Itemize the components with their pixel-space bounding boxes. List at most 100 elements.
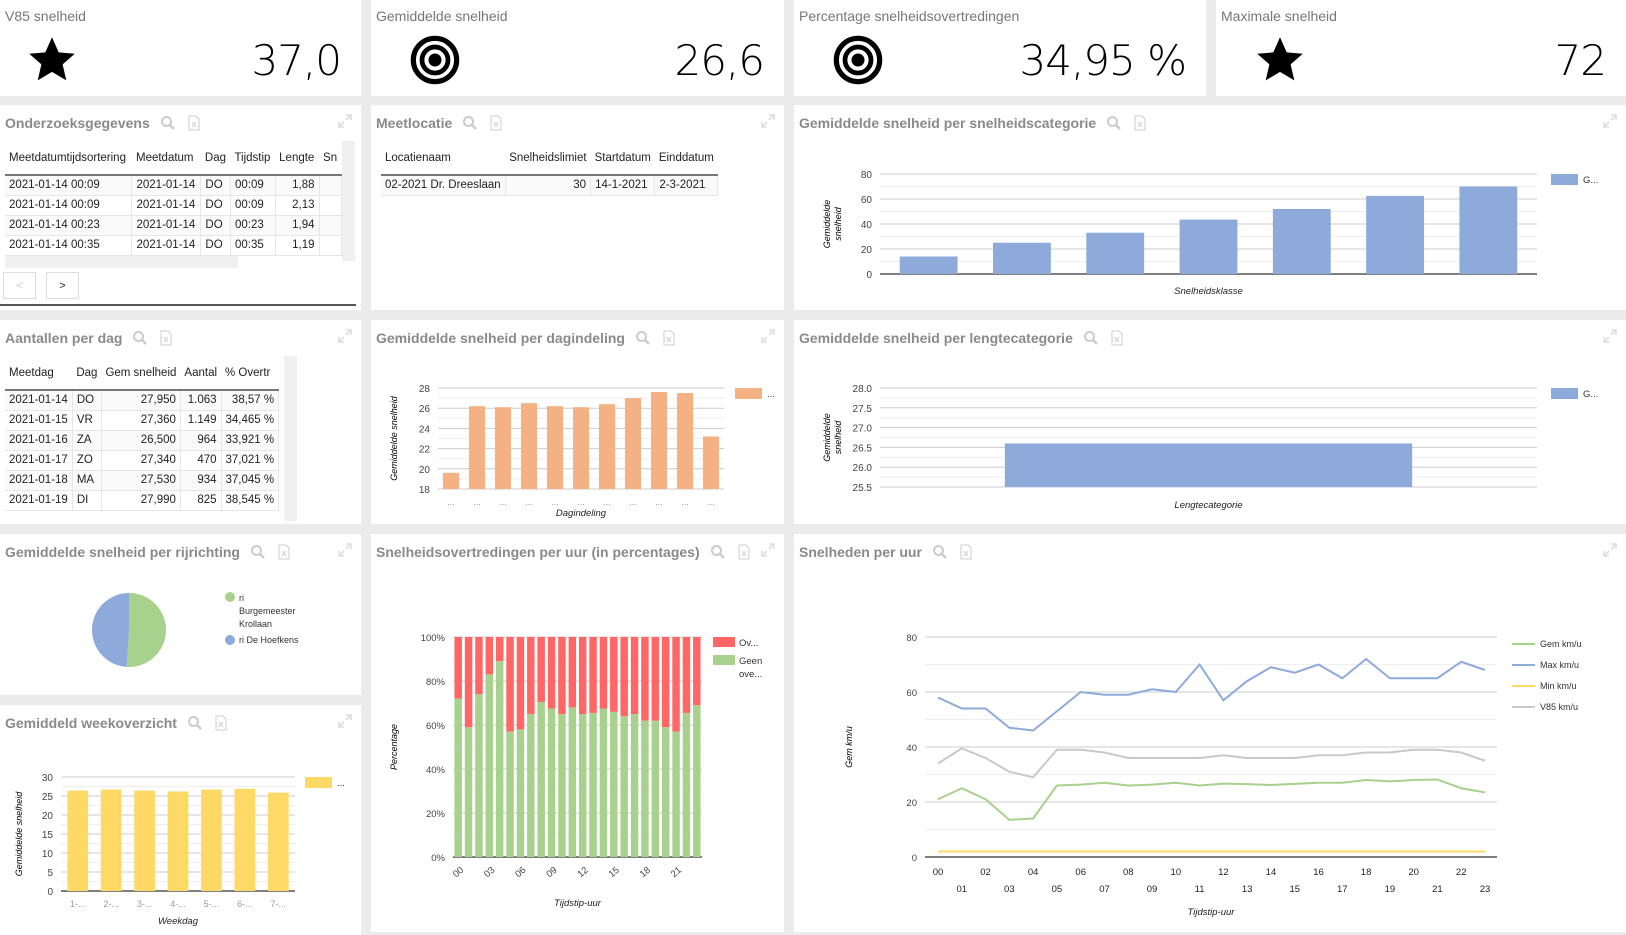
search-icon[interactable]: [635, 330, 651, 346]
column-header[interactable]: Lengte: [275, 141, 320, 176]
expand-icon[interactable]: [1602, 113, 1618, 129]
table-row[interactable]: 2021-01-14 00:09 2021-01-14 DO 00:09 2,13: [5, 195, 343, 216]
search-icon[interactable]: [160, 115, 176, 131]
table-row[interactable]: 2021-01-14 00:23 2021-01-14 DO 00:23 1,94: [5, 215, 343, 236]
legend-label: Ov...: [739, 638, 758, 649]
bar: [494, 407, 512, 489]
excel-export-icon[interactable]: [158, 330, 174, 346]
stacked-bar-segment: [661, 637, 670, 728]
table-row[interactable]: 2021-01-14 DO 27,950 1.063 38,57 %: [5, 390, 280, 411]
x-tick-label: ...: [447, 497, 455, 507]
horizontal-scrollbar[interactable]: [5, 256, 238, 268]
panel-rijrichting: Gemiddelde snelheid per rijrichting: [0, 534, 361, 695]
search-icon[interactable]: [932, 544, 948, 560]
column-header[interactable]: Snelheidslimiet: [505, 141, 591, 176]
search-icon[interactable]: [132, 330, 148, 346]
stacked-bar-segment: [558, 637, 566, 714]
expand-icon[interactable]: [760, 113, 776, 129]
prev-page-button[interactable]: <: [3, 272, 36, 299]
excel-export-icon[interactable]: [736, 544, 752, 560]
column-header[interactable]: % Overtr: [221, 356, 279, 391]
table-row[interactable]: 2021-01-17 ZO 27,340 470 37,021 %: [5, 450, 280, 471]
panel-header: Aantallen per dag: [5, 328, 174, 348]
expand-icon[interactable]: [1602, 542, 1618, 558]
column-header[interactable]: Dag: [72, 356, 102, 391]
excel-export-icon[interactable]: [661, 330, 677, 346]
vertical-scrollbar[interactable]: [284, 356, 297, 521]
legend-label: G...: [1583, 389, 1598, 400]
table-row[interactable]: 02-2021 Dr. Dreeslaan 30 14-1-2021 2-3-2021: [381, 175, 719, 196]
legend-label: ove...: [739, 669, 762, 680]
stacked-bar-segment: [547, 637, 556, 709]
expand-icon[interactable]: [337, 328, 353, 344]
excel-export-icon[interactable]: [186, 115, 202, 131]
kpi-title: Percentage snelheidsovertredingen: [799, 8, 1020, 24]
x-tick-label: 06: [513, 865, 528, 880]
table-cell: 1,94: [275, 215, 320, 236]
column-header[interactable]: Sn: [319, 141, 342, 176]
table-row[interactable]: 2021-01-16 ZA 26,500 964 33,921 %: [5, 430, 280, 451]
excel-export-icon[interactable]: [1109, 330, 1125, 346]
x-tick-label: 15: [607, 865, 622, 880]
y-tick-label: 22: [419, 445, 431, 456]
search-icon[interactable]: [1106, 115, 1122, 131]
excel-export-icon[interactable]: [958, 544, 974, 560]
expand-icon[interactable]: [337, 113, 353, 129]
column-header[interactable]: Dag: [200, 141, 231, 176]
bar: [442, 472, 460, 489]
expand-icon[interactable]: [1602, 328, 1618, 344]
search-icon[interactable]: [1083, 330, 1099, 346]
expand-icon[interactable]: [337, 713, 353, 729]
pie-slice: [91, 593, 129, 667]
table-row[interactable]: 2021-01-14 00:09 2021-01-14 DO 00:09 1,88: [5, 175, 343, 196]
bar: [67, 790, 89, 891]
next-page-button[interactable]: >: [46, 272, 79, 299]
stacked-bar-segment: [537, 701, 545, 857]
excel-export-icon[interactable]: [488, 115, 504, 131]
search-icon[interactable]: [710, 544, 726, 560]
table-cell: [319, 195, 343, 216]
stacked-bar-segment: [527, 714, 535, 857]
column-header[interactable]: Startdatum: [590, 141, 655, 176]
stacked-bar-segment: [589, 637, 597, 713]
vertical-scrollbar[interactable]: [342, 141, 355, 261]
panel-snelheden-per-uur: Snelheden per uur: [794, 534, 1626, 932]
column-header[interactable]: Meetdatum: [131, 141, 201, 176]
table-cell: DO: [200, 175, 231, 196]
search-icon[interactable]: [250, 544, 266, 560]
target-icon: [833, 35, 883, 85]
bar: [993, 242, 1051, 274]
kpi-gemiddelde: Gemiddelde snelheid 26,6: [371, 0, 784, 96]
bar: [468, 406, 486, 489]
table-row[interactable]: 2021-01-15 VR 27,360 1.149 34,465 %: [5, 410, 280, 431]
y-tick-label: 0: [912, 853, 917, 864]
table-cell: 2021-01-14 00:35: [5, 235, 133, 256]
excel-export-icon[interactable]: [276, 544, 292, 560]
column-header[interactable]: Einddatum: [654, 141, 718, 176]
search-icon[interactable]: [187, 715, 203, 731]
excel-export-icon[interactable]: [213, 715, 229, 731]
x-tick-label: 04: [1028, 867, 1039, 878]
expand-icon[interactable]: [337, 542, 353, 558]
column-header[interactable]: Gem snelheid: [101, 356, 181, 391]
column-header[interactable]: Locatienaam: [381, 141, 506, 176]
y-tick-label: 26.5: [853, 443, 873, 454]
legend-label: Geen: [739, 656, 762, 667]
panel-overtredingen-per-uur: Snelheidsovertredingen per uur (in perce…: [371, 534, 784, 932]
table-row[interactable]: 2021-01-19 DI 27,990 825 38,545 %: [5, 490, 280, 511]
column-header[interactable]: Tijdstip: [230, 141, 276, 176]
x-tick-label: ...: [655, 497, 663, 507]
column-header[interactable]: Meetdatumtijdsortering: [5, 141, 132, 176]
column-header[interactable]: Aantal: [180, 356, 222, 391]
table-row[interactable]: 2021-01-14 00:35 2021-01-14 DO 00:35 1,19: [5, 235, 343, 256]
panel-header: Gemiddeld weekoverzicht: [5, 713, 229, 733]
expand-icon[interactable]: [760, 328, 776, 344]
table-row[interactable]: 2021-01-18 MA 27,530 934 37,045 %: [5, 470, 280, 491]
column-header[interactable]: Meetdag: [5, 356, 73, 391]
legend-marker: [225, 635, 235, 645]
legend-label: ...: [767, 389, 775, 400]
search-icon[interactable]: [462, 115, 478, 131]
line-series: [937, 778, 1486, 821]
excel-export-icon[interactable]: [1132, 115, 1148, 131]
expand-icon[interactable]: [760, 542, 776, 558]
